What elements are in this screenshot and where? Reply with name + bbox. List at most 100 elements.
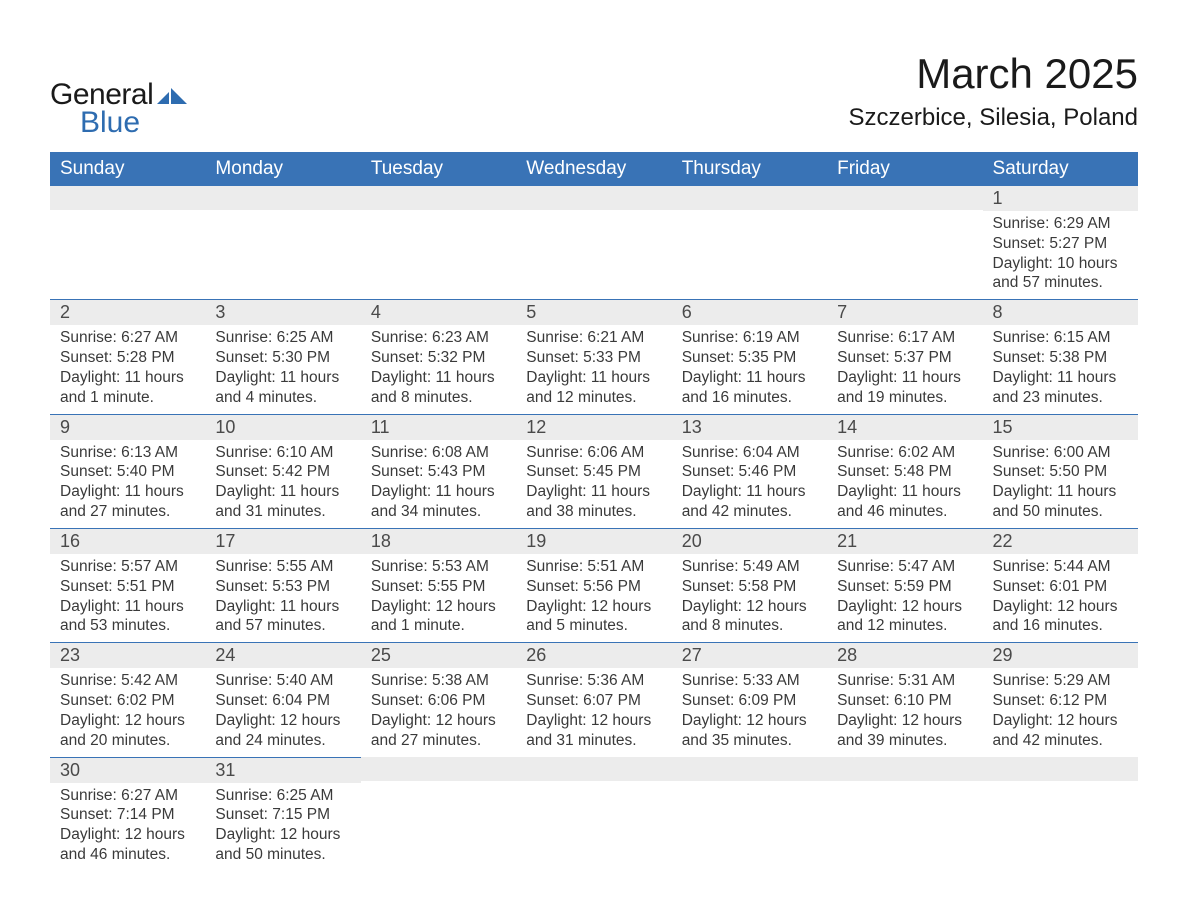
daylight-line: Daylight: 11 hours and 34 minutes. xyxy=(371,482,506,522)
day-data: Sunrise: 5:47 AMSunset: 5:59 PMDaylight:… xyxy=(827,554,982,642)
sunrise-line: Sunrise: 5:31 AM xyxy=(837,671,972,691)
sunset-line: Sunset: 5:42 PM xyxy=(215,462,350,482)
sunrise-line: Sunrise: 5:29 AM xyxy=(993,671,1128,691)
day-data: Sunrise: 6:27 AMSunset: 5:28 PMDaylight:… xyxy=(50,325,205,413)
sunset-line: Sunset: 5:45 PM xyxy=(526,462,661,482)
sunset-line: Sunset: 5:55 PM xyxy=(371,577,506,597)
day-data: Sunrise: 5:38 AMSunset: 6:06 PMDaylight:… xyxy=(361,668,516,756)
dayname-row: SundayMondayTuesdayWednesdayThursdayFrid… xyxy=(50,152,1138,186)
calendar-cell: 13Sunrise: 6:04 AMSunset: 5:46 PMDayligh… xyxy=(672,414,827,528)
sunrise-line: Sunrise: 6:29 AM xyxy=(993,214,1128,234)
day-number: 3 xyxy=(205,300,360,325)
day-number: 31 xyxy=(205,758,360,783)
brand-word2: Blue xyxy=(80,106,140,140)
month-title: March 2025 xyxy=(849,50,1138,98)
calendar-cell: 3Sunrise: 6:25 AMSunset: 5:30 PMDaylight… xyxy=(205,300,360,414)
empty-day-strip xyxy=(516,757,671,781)
calendar-cell xyxy=(361,757,516,871)
day-number: 2 xyxy=(50,300,205,325)
sunrise-line: Sunrise: 5:57 AM xyxy=(60,557,195,577)
sunrise-line: Sunrise: 5:42 AM xyxy=(60,671,195,691)
calendar-cell: 15Sunrise: 6:00 AMSunset: 5:50 PMDayligh… xyxy=(983,414,1138,528)
day-number: 7 xyxy=(827,300,982,325)
empty-day-strip xyxy=(827,757,982,781)
dayname-header: Friday xyxy=(827,152,982,186)
calendar-cell: 21Sunrise: 5:47 AMSunset: 5:59 PMDayligh… xyxy=(827,528,982,642)
day-data: Sunrise: 5:29 AMSunset: 6:12 PMDaylight:… xyxy=(983,668,1138,756)
dayname-header: Monday xyxy=(205,152,360,186)
dayname-header: Sunday xyxy=(50,152,205,186)
calendar-cell: 26Sunrise: 5:36 AMSunset: 6:07 PMDayligh… xyxy=(516,643,671,757)
calendar-cell: 25Sunrise: 5:38 AMSunset: 6:06 PMDayligh… xyxy=(361,643,516,757)
empty-day-strip xyxy=(205,186,360,210)
day-number: 9 xyxy=(50,415,205,440)
sunset-line: Sunset: 5:43 PM xyxy=(371,462,506,482)
sunrise-line: Sunrise: 6:23 AM xyxy=(371,328,506,348)
sunrise-line: Sunrise: 6:02 AM xyxy=(837,443,972,463)
daylight-line: Daylight: 11 hours and 53 minutes. xyxy=(60,597,195,637)
calendar-cell: 20Sunrise: 5:49 AMSunset: 5:58 PMDayligh… xyxy=(672,528,827,642)
sunrise-line: Sunrise: 6:04 AM xyxy=(682,443,817,463)
calendar-cell: 2Sunrise: 6:27 AMSunset: 5:28 PMDaylight… xyxy=(50,300,205,414)
daylight-line: Daylight: 12 hours and 35 minutes. xyxy=(682,711,817,751)
sunset-line: Sunset: 5:48 PM xyxy=(837,462,972,482)
sunrise-line: Sunrise: 5:49 AM xyxy=(682,557,817,577)
day-data: Sunrise: 5:49 AMSunset: 5:58 PMDaylight:… xyxy=(672,554,827,642)
sunrise-line: Sunrise: 5:40 AM xyxy=(215,671,350,691)
sunrise-line: Sunrise: 5:53 AM xyxy=(371,557,506,577)
calendar-cell: 7Sunrise: 6:17 AMSunset: 5:37 PMDaylight… xyxy=(827,300,982,414)
sunset-line: Sunset: 5:56 PM xyxy=(526,577,661,597)
calendar-cell: 1Sunrise: 6:29 AMSunset: 5:27 PMDaylight… xyxy=(983,186,1138,300)
sunset-line: Sunset: 5:51 PM xyxy=(60,577,195,597)
sunset-line: Sunset: 5:46 PM xyxy=(682,462,817,482)
empty-day-strip xyxy=(516,186,671,210)
calendar-cell: 29Sunrise: 5:29 AMSunset: 6:12 PMDayligh… xyxy=(983,643,1138,757)
day-number: 4 xyxy=(361,300,516,325)
day-number: 30 xyxy=(50,758,205,783)
calendar-week-row: 1Sunrise: 6:29 AMSunset: 5:27 PMDaylight… xyxy=(50,186,1138,300)
calendar-cell xyxy=(516,757,671,871)
calendar-cell: 19Sunrise: 5:51 AMSunset: 5:56 PMDayligh… xyxy=(516,528,671,642)
calendar-cell: 22Sunrise: 5:44 AMSunset: 6:01 PMDayligh… xyxy=(983,528,1138,642)
day-data: Sunrise: 5:42 AMSunset: 6:02 PMDaylight:… xyxy=(50,668,205,756)
day-data: Sunrise: 6:19 AMSunset: 5:35 PMDaylight:… xyxy=(672,325,827,413)
page-header: General Blue March 2025 Szczerbice, Sile… xyxy=(50,50,1138,140)
title-block: March 2025 Szczerbice, Silesia, Poland xyxy=(849,50,1138,132)
sunrise-line: Sunrise: 6:25 AM xyxy=(215,786,350,806)
empty-day-strip xyxy=(983,757,1138,781)
calendar-cell: 28Sunrise: 5:31 AMSunset: 6:10 PMDayligh… xyxy=(827,643,982,757)
day-data: Sunrise: 5:51 AMSunset: 5:56 PMDaylight:… xyxy=(516,554,671,642)
day-data: Sunrise: 6:25 AMSunset: 7:15 PMDaylight:… xyxy=(205,783,360,871)
sunrise-line: Sunrise: 6:21 AM xyxy=(526,328,661,348)
sunset-line: Sunset: 6:02 PM xyxy=(60,691,195,711)
day-data: Sunrise: 6:04 AMSunset: 5:46 PMDaylight:… xyxy=(672,440,827,528)
daylight-line: Daylight: 11 hours and 27 minutes. xyxy=(60,482,195,522)
sunset-line: Sunset: 7:15 PM xyxy=(215,805,350,825)
daylight-line: Daylight: 11 hours and 50 minutes. xyxy=(993,482,1128,522)
sunset-line: Sunset: 5:33 PM xyxy=(526,348,661,368)
day-number: 24 xyxy=(205,643,360,668)
calendar-cell xyxy=(983,757,1138,871)
daylight-line: Daylight: 11 hours and 23 minutes. xyxy=(993,368,1128,408)
dayname-header: Thursday xyxy=(672,152,827,186)
daylight-line: Daylight: 12 hours and 16 minutes. xyxy=(993,597,1128,637)
calendar-cell xyxy=(361,186,516,300)
daylight-line: Daylight: 11 hours and 38 minutes. xyxy=(526,482,661,522)
day-number: 6 xyxy=(672,300,827,325)
daylight-line: Daylight: 10 hours and 57 minutes. xyxy=(993,254,1128,294)
day-data: Sunrise: 5:44 AMSunset: 6:01 PMDaylight:… xyxy=(983,554,1138,642)
day-data: Sunrise: 6:00 AMSunset: 5:50 PMDaylight:… xyxy=(983,440,1138,528)
daylight-line: Daylight: 12 hours and 31 minutes. xyxy=(526,711,661,751)
sunset-line: Sunset: 5:58 PM xyxy=(682,577,817,597)
calendar-week-row: 23Sunrise: 5:42 AMSunset: 6:02 PMDayligh… xyxy=(50,643,1138,757)
day-data: Sunrise: 5:53 AMSunset: 5:55 PMDaylight:… xyxy=(361,554,516,642)
sunrise-line: Sunrise: 6:19 AM xyxy=(682,328,817,348)
sunset-line: Sunset: 7:14 PM xyxy=(60,805,195,825)
sunset-line: Sunset: 5:27 PM xyxy=(993,234,1128,254)
day-number: 26 xyxy=(516,643,671,668)
sunrise-line: Sunrise: 6:00 AM xyxy=(993,443,1128,463)
daylight-line: Daylight: 11 hours and 16 minutes. xyxy=(682,368,817,408)
day-number: 15 xyxy=(983,415,1138,440)
dayname-header: Saturday xyxy=(983,152,1138,186)
sunrise-line: Sunrise: 5:33 AM xyxy=(682,671,817,691)
